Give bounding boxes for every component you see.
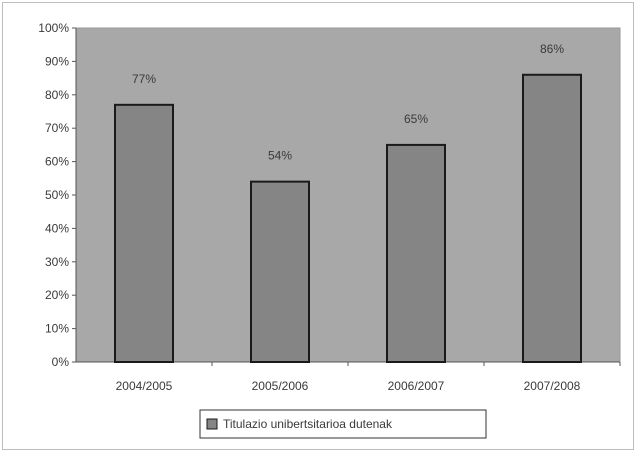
x-tick-label: 2004/2005 xyxy=(116,379,173,393)
y-tick-label: 80% xyxy=(45,88,69,102)
y-tick-label: 40% xyxy=(45,221,69,235)
y-tick-label: 30% xyxy=(45,255,69,269)
legend: Titulazio unibertsitarioa dutenak xyxy=(199,409,487,439)
y-tick-label: 0% xyxy=(52,355,70,369)
legend-label: Titulazio unibertsitarioa dutenak xyxy=(223,417,393,431)
data-labels: 77% 54% 65% 86% xyxy=(132,42,564,163)
data-label: 54% xyxy=(268,149,292,163)
bar-series xyxy=(114,73,582,363)
y-tick-label: 20% xyxy=(45,288,69,302)
bar xyxy=(386,143,446,363)
data-label: 65% xyxy=(404,112,428,126)
y-tick-label: 100% xyxy=(38,21,69,35)
x-tick-label: 2005/2006 xyxy=(252,379,309,393)
x-axis: 2004/2005 2005/2006 2006/2007 2007/2008 xyxy=(116,362,621,393)
data-label: 86% xyxy=(540,42,564,56)
bar xyxy=(250,180,310,363)
x-tick-label: 2006/2007 xyxy=(388,379,445,393)
bar xyxy=(522,73,582,363)
bar xyxy=(114,103,174,363)
y-tick-label: 90% xyxy=(45,54,69,68)
legend-swatch xyxy=(206,418,218,430)
y-tick-label: 10% xyxy=(45,322,69,336)
y-tick-label: 60% xyxy=(45,155,69,169)
x-tick-label: 2007/2008 xyxy=(524,379,581,393)
y-tick-label: 50% xyxy=(45,188,69,202)
y-axis: 0% 10% 20% 30% 40% 50% 60% 70% 80% 90% 100% xyxy=(38,21,76,369)
y-tick-label: 70% xyxy=(45,121,69,135)
legend-box xyxy=(199,409,487,439)
data-label: 77% xyxy=(132,72,156,86)
